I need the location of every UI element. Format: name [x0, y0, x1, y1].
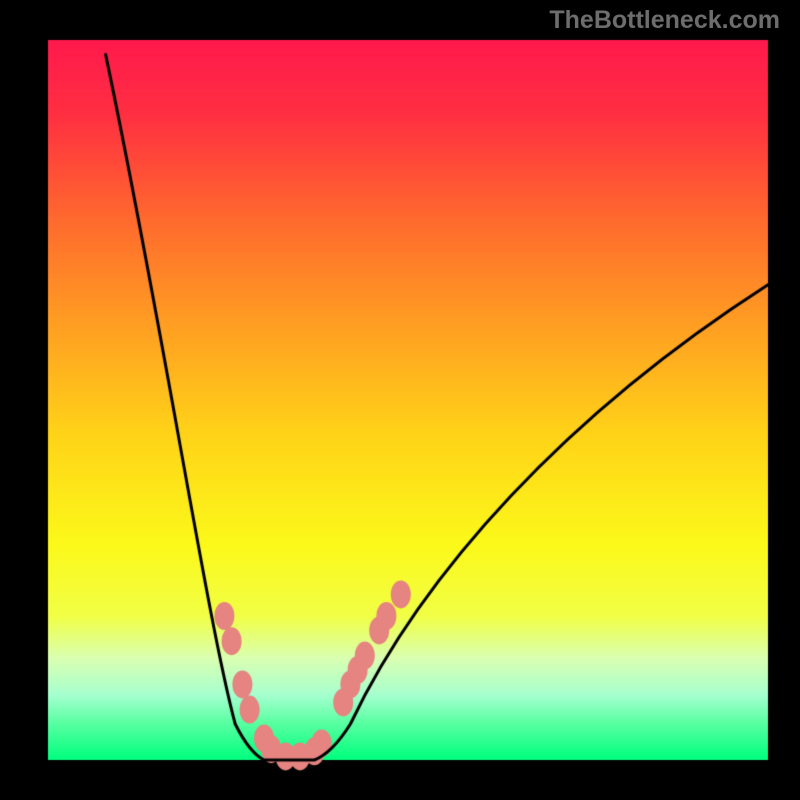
bottleneck-curve-chart: [0, 0, 800, 800]
figure-wrap: TheBottleneck.com: [0, 0, 800, 800]
watermark-text: TheBottleneck.com: [549, 6, 780, 35]
